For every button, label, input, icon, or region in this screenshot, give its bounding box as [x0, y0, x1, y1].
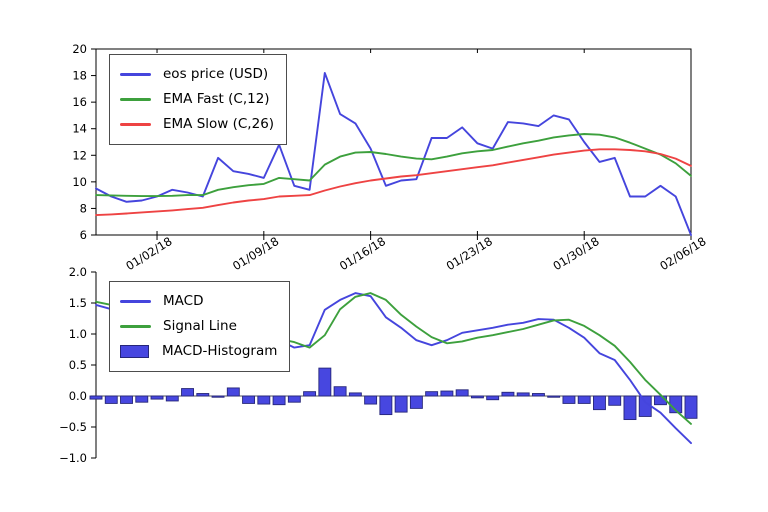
- macd-histogram-bar: [181, 388, 194, 397]
- macd-histogram-bar: [242, 395, 256, 404]
- legend-label-ema-slow: EMA Slow (C,26): [163, 115, 275, 132]
- macd-histogram-bar: [89, 395, 103, 400]
- macd-histogram-bar: [120, 395, 133, 404]
- legend-item-eos-price: eos price (USD): [120, 62, 274, 87]
- y-tick-label: 1.5: [69, 296, 87, 310]
- legend-label-eos-price: eos price (USD): [163, 65, 269, 82]
- y-tick-label: 2.0: [69, 265, 87, 279]
- ema-fast-line: [95, 133, 692, 198]
- macd-histogram-bar: [440, 390, 454, 397]
- macd-histogram-bar: [165, 395, 179, 402]
- y-tick-label: 20: [72, 42, 87, 56]
- macd-histogram-swatch: [120, 345, 149, 358]
- macd-histogram-bar: [196, 393, 210, 397]
- y-tick-label: 16: [72, 95, 87, 109]
- ema-fast-line-swatch: [120, 98, 151, 101]
- macd-histogram-bar: [409, 395, 423, 409]
- macd-histogram-bar: [318, 367, 332, 397]
- legend-item-macd-histogram: MACD-Histogram: [120, 339, 277, 364]
- signal-line-swatch: [120, 325, 151, 328]
- macd-histogram-bar: [379, 395, 393, 416]
- y-tick-label: 0.0: [69, 389, 87, 403]
- legend-item-ema-fast: EMA Fast (C,12): [120, 87, 274, 112]
- price-axes-frame: [95, 48, 692, 236]
- x-tick-label: 01/30/18: [550, 234, 601, 273]
- macd-histogram-bar: [257, 395, 271, 405]
- macd-histogram-bar: [348, 392, 362, 397]
- y-tick-label: 0.5: [69, 358, 87, 372]
- legend-label-macd-histogram: MACD-Histogram: [162, 342, 278, 359]
- x-tick-label: 01/16/18: [337, 234, 388, 273]
- macd-legend: MACD Signal Line MACD-Histogram: [109, 281, 291, 372]
- y-tick-label: 14: [72, 122, 87, 136]
- macd-histogram-bar: [211, 395, 225, 398]
- macd-histogram-bar: [608, 395, 622, 406]
- y-tick-label: 18: [72, 69, 87, 83]
- macd-histogram-bar: [562, 395, 576, 404]
- macd-histogram-bar: [104, 395, 118, 404]
- legend-item-ema-slow: EMA Slow (C,26): [120, 112, 274, 137]
- macd-histogram-bar: [577, 395, 591, 404]
- macd-line-swatch: [120, 300, 151, 303]
- legend-label-macd: MACD: [163, 292, 204, 309]
- legend-label-signal-line: Signal Line: [163, 317, 237, 334]
- y-tick-label: −0.5: [59, 420, 87, 434]
- y-tick-label: 1.0: [69, 327, 87, 341]
- x-tick-label: 02/06/18: [657, 234, 708, 273]
- legend-item-macd: MACD: [120, 289, 277, 314]
- macd-histogram-bar: [501, 391, 515, 397]
- legend-label-ema-fast: EMA Fast (C,12): [163, 90, 270, 107]
- price-legend: eos price (USD) EMA Fast (C,12) EMA Slow…: [109, 54, 288, 145]
- macd-histogram-bar: [150, 395, 164, 400]
- macd-histogram-bar: [593, 395, 606, 411]
- x-tick-label: 01/02/18: [123, 234, 174, 273]
- macd-histogram-bar: [394, 395, 408, 413]
- macd-histogram-bar: [135, 395, 149, 403]
- ema-slow-line-swatch: [120, 123, 151, 126]
- x-tick-label: 01/23/18: [444, 234, 495, 273]
- macd-histogram-bar: [287, 395, 301, 403]
- macd-histogram-bar: [470, 395, 484, 399]
- macd-histogram-bar: [486, 395, 500, 401]
- y-tick-label: −1.0: [59, 451, 87, 465]
- macd-histogram-bar: [333, 386, 347, 397]
- legend-item-signal-line: Signal Line: [120, 314, 277, 339]
- ema-slow-line: [95, 148, 692, 217]
- macd-histogram-bar: [684, 395, 698, 419]
- eos-price-line-swatch: [120, 73, 151, 76]
- macd-histogram-bar: [364, 395, 378, 405]
- y-tick-label: 8: [80, 201, 87, 215]
- macd-histogram-bar: [623, 395, 637, 421]
- macd-histogram-bar: [531, 393, 545, 397]
- y-tick-label: 6: [80, 228, 87, 242]
- macd-histogram-bar: [516, 392, 530, 397]
- macd-histogram-bar: [547, 395, 561, 398]
- macd-histogram-bar: [226, 387, 240, 397]
- y-tick-label: 12: [72, 148, 87, 162]
- macd-histogram-bar: [303, 391, 317, 397]
- y-tick-label: 10: [72, 175, 87, 189]
- macd-histogram-bar: [425, 391, 439, 397]
- macd-histogram-bar: [272, 395, 286, 406]
- x-tick-label: 01/09/18: [230, 234, 281, 273]
- macd-histogram-bar: [455, 389, 469, 397]
